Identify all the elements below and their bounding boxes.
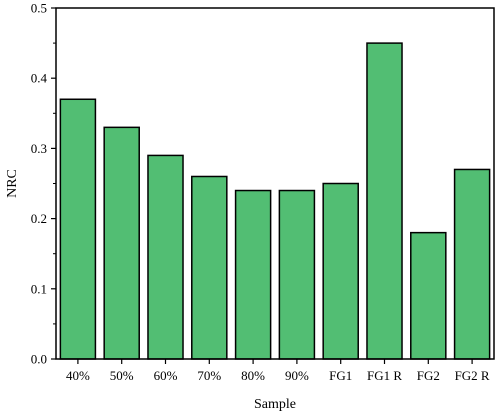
y-tick-label-2: 0.2 — [31, 211, 47, 226]
bar-5 — [278, 189, 316, 360]
x-tick-label-8: FG2 — [417, 368, 440, 383]
bar-8 — [410, 231, 447, 360]
bar-1 — [103, 126, 140, 360]
x-tick-label-7: FG1 R — [367, 368, 402, 383]
x-tick-label-3: 70% — [197, 368, 221, 383]
y-tick-label-1: 0.1 — [31, 281, 47, 296]
x-tick-label-4: 80% — [241, 368, 265, 383]
bar-3 — [191, 175, 228, 360]
bar-0 — [59, 98, 97, 360]
y-tick-label-0: 0.0 — [31, 352, 47, 367]
x-tick-label-6: FG1 — [329, 368, 352, 383]
plot-frame — [55, 7, 495, 360]
y-tick-label-4: 0.4 — [31, 71, 48, 86]
x-tick-label-0: 40% — [66, 368, 90, 383]
x-tick-label-2: 60% — [154, 368, 178, 383]
bar-4 — [234, 189, 272, 360]
bar-6 — [322, 182, 359, 360]
x-axis-ticks: 40% 50% 60% 70% 80% 90% FG1 FG1 R FG2 FG2 R — [66, 359, 490, 383]
y-tick-label-5: 0.5 — [31, 1, 47, 16]
x-axis-title: Sample — [254, 397, 296, 412]
y-tick-label-3: 0.3 — [31, 141, 47, 156]
bar-7 — [366, 42, 403, 360]
bar-9 — [453, 168, 491, 360]
y-axis-title: NRC — [5, 169, 20, 198]
x-tick-label-1: 50% — [110, 368, 134, 383]
x-tick-label-9: FG2 R — [455, 368, 490, 383]
bar-2 — [147, 154, 184, 360]
y-axis-ticks: 0.0 0.1 0.2 0.3 0.4 0.5 — [31, 1, 56, 367]
x-tick-label-5: 90% — [285, 368, 309, 383]
bars-group — [59, 42, 491, 360]
